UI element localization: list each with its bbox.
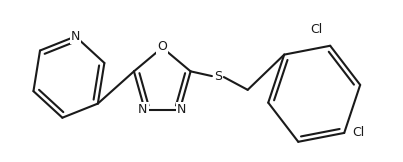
Text: N: N — [138, 103, 147, 116]
Text: N: N — [177, 103, 187, 116]
Text: Cl: Cl — [310, 23, 322, 36]
Text: O: O — [157, 40, 167, 53]
Text: Cl: Cl — [352, 126, 364, 139]
Text: N: N — [71, 30, 80, 43]
Text: S: S — [214, 70, 222, 83]
